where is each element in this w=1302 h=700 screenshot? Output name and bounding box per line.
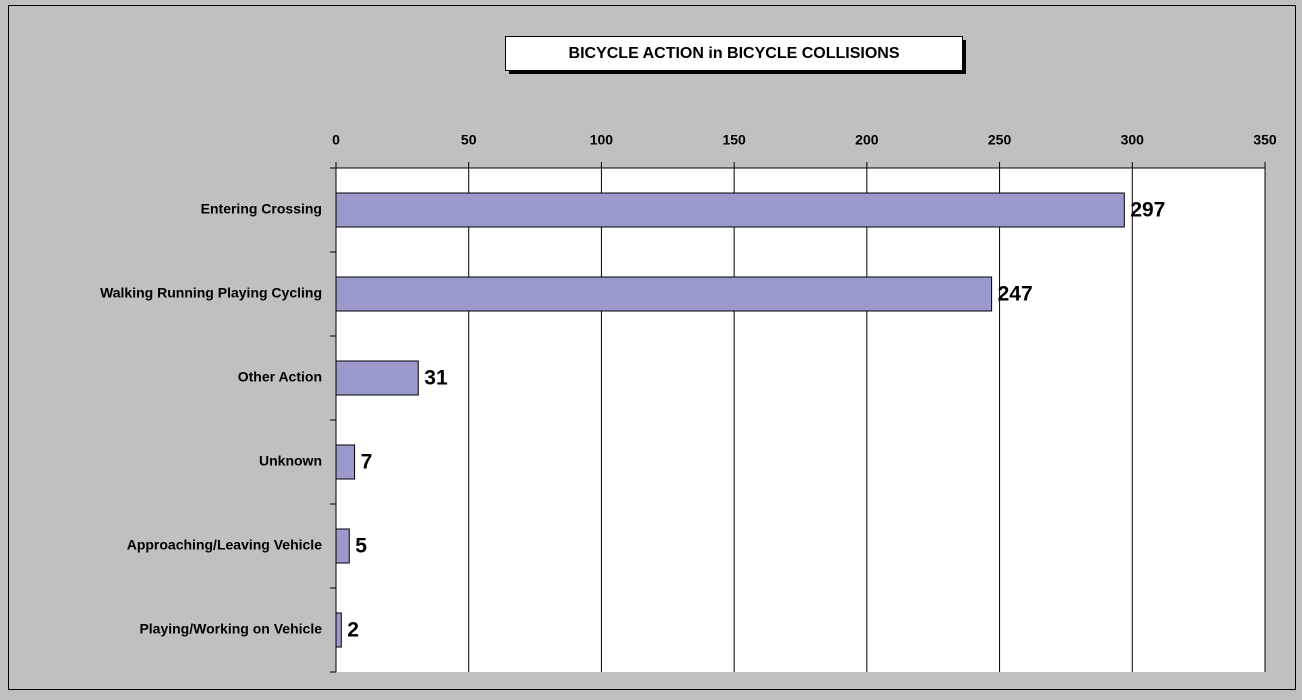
bar — [335, 528, 350, 564]
bar — [335, 276, 993, 312]
title-box — [505, 36, 963, 71]
bar — [335, 192, 1125, 228]
x-tick-label: 0 — [332, 132, 340, 148]
data-label: 7 — [361, 451, 373, 474]
plot-area — [336, 168, 1265, 672]
data-label: 247 — [998, 283, 1033, 306]
x-tick-label: 200 — [855, 132, 879, 148]
chart-frame — [8, 5, 1296, 690]
x-tick-label: 250 — [988, 132, 1012, 148]
x-tick-label: 50 — [461, 132, 477, 148]
y-tick-label: Walking Running Playing Cycling — [100, 285, 322, 301]
y-tick-label: Unknown — [259, 453, 322, 469]
data-label: 31 — [424, 367, 448, 390]
x-tick-label: 300 — [1121, 132, 1145, 148]
bar — [335, 612, 342, 648]
y-tick-label: Entering Crossing — [201, 201, 322, 217]
chart-title: BICYCLE ACTION in BICYCLE COLLISIONS — [569, 45, 900, 62]
x-tick-label: 150 — [722, 132, 746, 148]
y-tick-label: Other Action — [238, 369, 322, 385]
bar — [335, 360, 419, 396]
y-tick-label: Approaching/Leaving Vehicle — [127, 537, 322, 553]
data-label: 5 — [355, 535, 367, 558]
data-label: 297 — [1130, 199, 1165, 222]
x-tick-label: 350 — [1253, 132, 1277, 148]
data-label: 2 — [347, 619, 359, 642]
y-tick-label: Playing/Working on Vehicle — [139, 621, 322, 637]
bar — [335, 444, 356, 480]
x-tick-label: 100 — [590, 132, 614, 148]
